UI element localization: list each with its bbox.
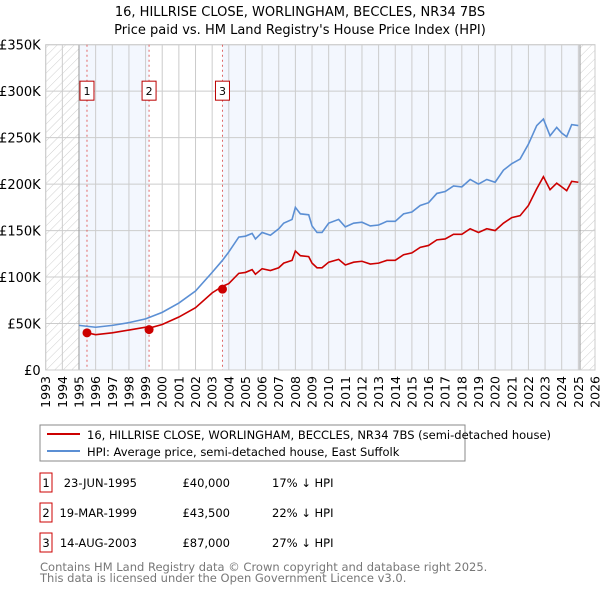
x-tick-label: 2019 (471, 376, 486, 408)
x-tick-label: 2006 (255, 376, 270, 408)
shaded-period (222, 44, 581, 370)
sale-label: 1 (83, 85, 90, 98)
x-tick-label: 2000 (155, 376, 170, 408)
x-tick-label: 2003 (205, 376, 220, 408)
x-tick-label: 1993 (38, 376, 53, 408)
x-tick-label: 2009 (305, 376, 320, 408)
x-tick-label: 2021 (504, 376, 519, 408)
sale-number: 1 (42, 476, 49, 490)
sale-price: £40,000 (182, 476, 230, 490)
sale-price: £43,500 (182, 506, 230, 520)
sale-number: 3 (42, 536, 49, 550)
x-tick-label: 1995 (71, 376, 86, 408)
x-tick-label: 2011 (338, 376, 353, 408)
x-tick-label: 2022 (521, 376, 536, 408)
x-tick-label: 2023 (538, 376, 553, 408)
x-tick-label: 2018 (454, 376, 469, 408)
y-tick-label: £250K (0, 132, 41, 147)
sale-label-box (79, 80, 95, 101)
x-tick-label: 1996 (88, 376, 103, 408)
footer-line-1: Contains HM Land Registry data © Crown c… (40, 560, 487, 574)
y-tick-label: £350K (0, 39, 41, 54)
sale-date: 14-AUG-2003 (60, 536, 137, 550)
sale-number: 2 (42, 506, 49, 520)
sale-label-box (141, 80, 157, 101)
sale-point (82, 328, 92, 338)
x-tick-label: 2005 (238, 376, 253, 408)
sale-date: 19-MAR-1999 (59, 506, 137, 520)
legend-label-property: 16, HILLRISE CLOSE, WORLINGHAM, BECCLES,… (87, 428, 551, 442)
x-tick-label: 2007 (271, 376, 286, 408)
footer-line-2: This data is licensed under the Open Gov… (39, 571, 406, 585)
x-tick-label: 2015 (404, 376, 419, 408)
plot-border (45, 44, 596, 371)
sale-row: 2 19-MAR-1999 £43,500 22% ↓ HPI (39, 502, 333, 523)
x-tick-label: 2002 (188, 376, 203, 408)
x-tick-label: 2008 (288, 376, 303, 408)
legend-label-hpi: HPI: Average price, semi-detached house,… (87, 445, 400, 459)
x-tick-label: 2026 (588, 376, 600, 408)
sale-row: 3 14-AUG-2003 £87,000 27% ↓ HPI (39, 532, 333, 553)
sale-hpi-diff: 17% ↓ HPI (272, 476, 333, 490)
y-tick-label: £100K (0, 271, 41, 286)
sale-number-box (39, 532, 53, 553)
x-tick-label: 2010 (321, 376, 336, 408)
hatched-region-after (580, 44, 595, 370)
sale-hpi-diff: 27% ↓ HPI (272, 536, 333, 550)
sale-point (144, 325, 154, 335)
sale-price: £87,000 (182, 536, 230, 550)
x-tick-label: 1997 (105, 376, 120, 408)
chart-title: 16, HILLRISE CLOSE, WORLINGHAM, BECCLES,… (115, 5, 485, 20)
x-tick-label: 2024 (554, 376, 569, 408)
x-tick-label: 2004 (221, 376, 236, 408)
x-tick-label: 1999 (138, 376, 153, 408)
sale-row: 1 23-JUN-1995 £40,000 17% ↓ HPI (39, 472, 333, 493)
x-tick-label: 2013 (371, 376, 386, 408)
y-tick-label: £0 (24, 364, 41, 379)
x-tick-label: 2017 (438, 376, 453, 408)
legend-box (39, 424, 466, 462)
y-tick-label: £150K (0, 225, 41, 240)
sale-label: 3 (219, 85, 226, 98)
x-tick-label: 2001 (171, 376, 186, 408)
chart-subtitle: Price paid vs. HM Land Registry's House … (114, 23, 486, 38)
x-tick-label: 2012 (354, 376, 369, 408)
sale-point (217, 284, 227, 294)
y-tick-label: £300K (0, 85, 41, 100)
sale-date: 23-JUN-1995 (64, 476, 137, 490)
x-tick-label: 2016 (421, 376, 436, 408)
sale-label: 2 (146, 85, 153, 98)
x-tick-label: 2014 (388, 376, 403, 408)
x-tick-label: 1994 (55, 376, 70, 408)
hpi-line (78, 117, 579, 329)
x-tick-label: 2025 (571, 376, 586, 408)
x-tick-label: 1998 (121, 376, 136, 408)
x-tick-label: 2020 (488, 376, 503, 408)
sale-number-box (39, 472, 53, 493)
sale-number-box (39, 502, 53, 523)
y-tick-label: £200K (0, 178, 41, 193)
sale-label-box (214, 80, 230, 101)
sale-hpi-diff: 22% ↓ HPI (272, 506, 333, 520)
y-tick-label: £50K (7, 318, 41, 333)
